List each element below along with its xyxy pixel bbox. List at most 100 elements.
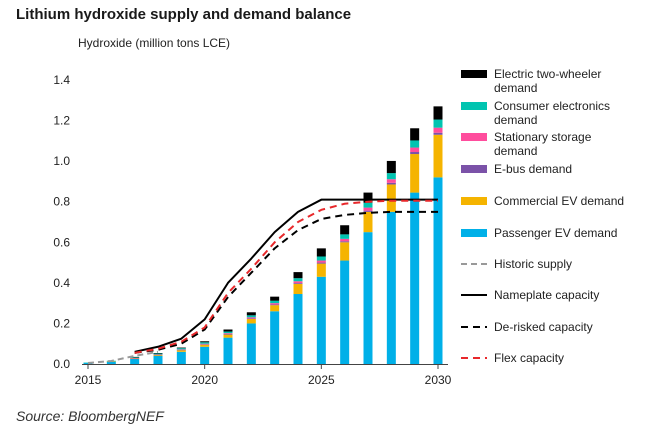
bar-segment xyxy=(363,192,373,203)
legend-label: De-risked capacity xyxy=(494,320,593,334)
bar-segment xyxy=(200,342,210,344)
bar-segment xyxy=(246,323,256,364)
bar-segment xyxy=(153,354,163,355)
page-title: Lithium hydroxide supply and demand bala… xyxy=(16,6,352,23)
bar-segment xyxy=(340,260,350,364)
bar-segment xyxy=(200,341,210,343)
bar-segment xyxy=(386,211,396,364)
x-tick-label: 2015 xyxy=(75,373,102,387)
series-line xyxy=(134,198,438,353)
legend-swatch xyxy=(461,133,487,141)
legend-swatch xyxy=(461,102,487,110)
legend-swatch xyxy=(461,165,487,173)
bar-segment xyxy=(363,202,373,208)
bar-segment xyxy=(200,346,210,364)
bar-segment xyxy=(340,234,350,239)
legend-label: Consumer electronics demand xyxy=(494,99,610,127)
bar-segment xyxy=(433,177,443,364)
legend-label: E-bus demand xyxy=(494,162,572,176)
legend-item: E-bus demand xyxy=(461,162,572,176)
bar-segment xyxy=(176,349,186,350)
bar-segment xyxy=(410,140,420,148)
y-tick-label: 0.2 xyxy=(53,316,70,330)
bar-segment xyxy=(246,318,256,319)
bar-segment xyxy=(270,300,280,304)
bar-segment xyxy=(363,210,373,212)
bar-segment xyxy=(270,296,280,301)
bar-segment xyxy=(130,358,140,364)
y-tick-label: 0.4 xyxy=(53,276,70,290)
bar-segment xyxy=(316,276,326,364)
bar-segment xyxy=(316,248,326,257)
bar-segment xyxy=(270,305,280,312)
bar-segment xyxy=(83,362,93,364)
bar-segment xyxy=(176,351,186,364)
bar-segment xyxy=(293,283,303,295)
bar-segment xyxy=(246,312,256,316)
y-tick-label: 0.0 xyxy=(53,357,70,371)
bar-segment xyxy=(200,343,210,345)
bar-segment xyxy=(340,238,350,242)
y-tick-label: 0.8 xyxy=(53,195,70,209)
bar-segment xyxy=(340,242,350,261)
bar-segment xyxy=(270,304,280,306)
bar-segment xyxy=(386,184,396,212)
bar-segment xyxy=(246,315,256,318)
legend-swatch xyxy=(461,229,487,237)
bar-segment xyxy=(386,179,396,183)
bar-segment xyxy=(293,281,303,284)
bar-segment xyxy=(130,356,140,358)
bar-segment xyxy=(153,353,163,354)
bar-segment xyxy=(176,348,186,350)
y-tick-label: 0.6 xyxy=(53,235,70,249)
bar-segment xyxy=(223,337,233,364)
bar-segment xyxy=(293,283,303,284)
legend-label: Historic supply xyxy=(494,257,572,271)
legend-item: De-risked capacity xyxy=(461,320,593,334)
bar-segment xyxy=(433,106,443,120)
bar-segment xyxy=(340,225,350,235)
x-tick-label: 2030 xyxy=(425,373,452,387)
series-line xyxy=(87,350,159,364)
bar-segment xyxy=(316,260,326,263)
bar-segment xyxy=(433,127,443,133)
bar-segment xyxy=(386,173,396,180)
bar-segment xyxy=(340,241,350,243)
y-axis-label: Hydroxide (million tons LCE) xyxy=(78,36,230,50)
bar-segment xyxy=(410,152,420,155)
bar-segment xyxy=(316,263,326,277)
legend-label: Stationary storage demand xyxy=(494,130,592,158)
bar-segment xyxy=(176,347,186,349)
y-tick-label: 1.2 xyxy=(53,114,70,128)
bar-segment xyxy=(106,361,116,364)
bar-segment xyxy=(176,349,186,351)
legend: Electric two-wheeler demand Consumer elect… xyxy=(461,67,624,365)
legend-label: Passenger EV demand xyxy=(494,226,617,240)
legend-item: Electric two-wheeler demand xyxy=(461,67,601,95)
bar-segment xyxy=(433,134,443,178)
bar-segment xyxy=(410,192,420,364)
bar-segment xyxy=(153,354,163,356)
bar-segment xyxy=(410,128,420,141)
bar-segment xyxy=(153,353,163,355)
legend-swatch xyxy=(461,70,487,78)
bar-segment xyxy=(363,207,373,211)
legend-item: Historic supply xyxy=(461,257,572,271)
series-line xyxy=(134,210,438,354)
y-tick-label: 1.4 xyxy=(53,73,70,87)
legend-label: Flex capacity xyxy=(494,351,564,365)
bar-segment xyxy=(316,256,326,261)
bar-segment xyxy=(363,211,373,233)
bar-segment xyxy=(153,355,163,364)
bar-segment xyxy=(223,333,233,335)
bar-segment xyxy=(223,334,233,338)
bar-segment xyxy=(200,344,210,347)
stacked-bars xyxy=(83,106,443,364)
legend-item: Commercial EV demand xyxy=(461,194,624,208)
bar-segment xyxy=(293,278,303,282)
bar-segment xyxy=(200,344,210,345)
legend-item: Passenger EV demand xyxy=(461,226,617,240)
source-note: Source: BloombergNEF xyxy=(16,408,164,424)
